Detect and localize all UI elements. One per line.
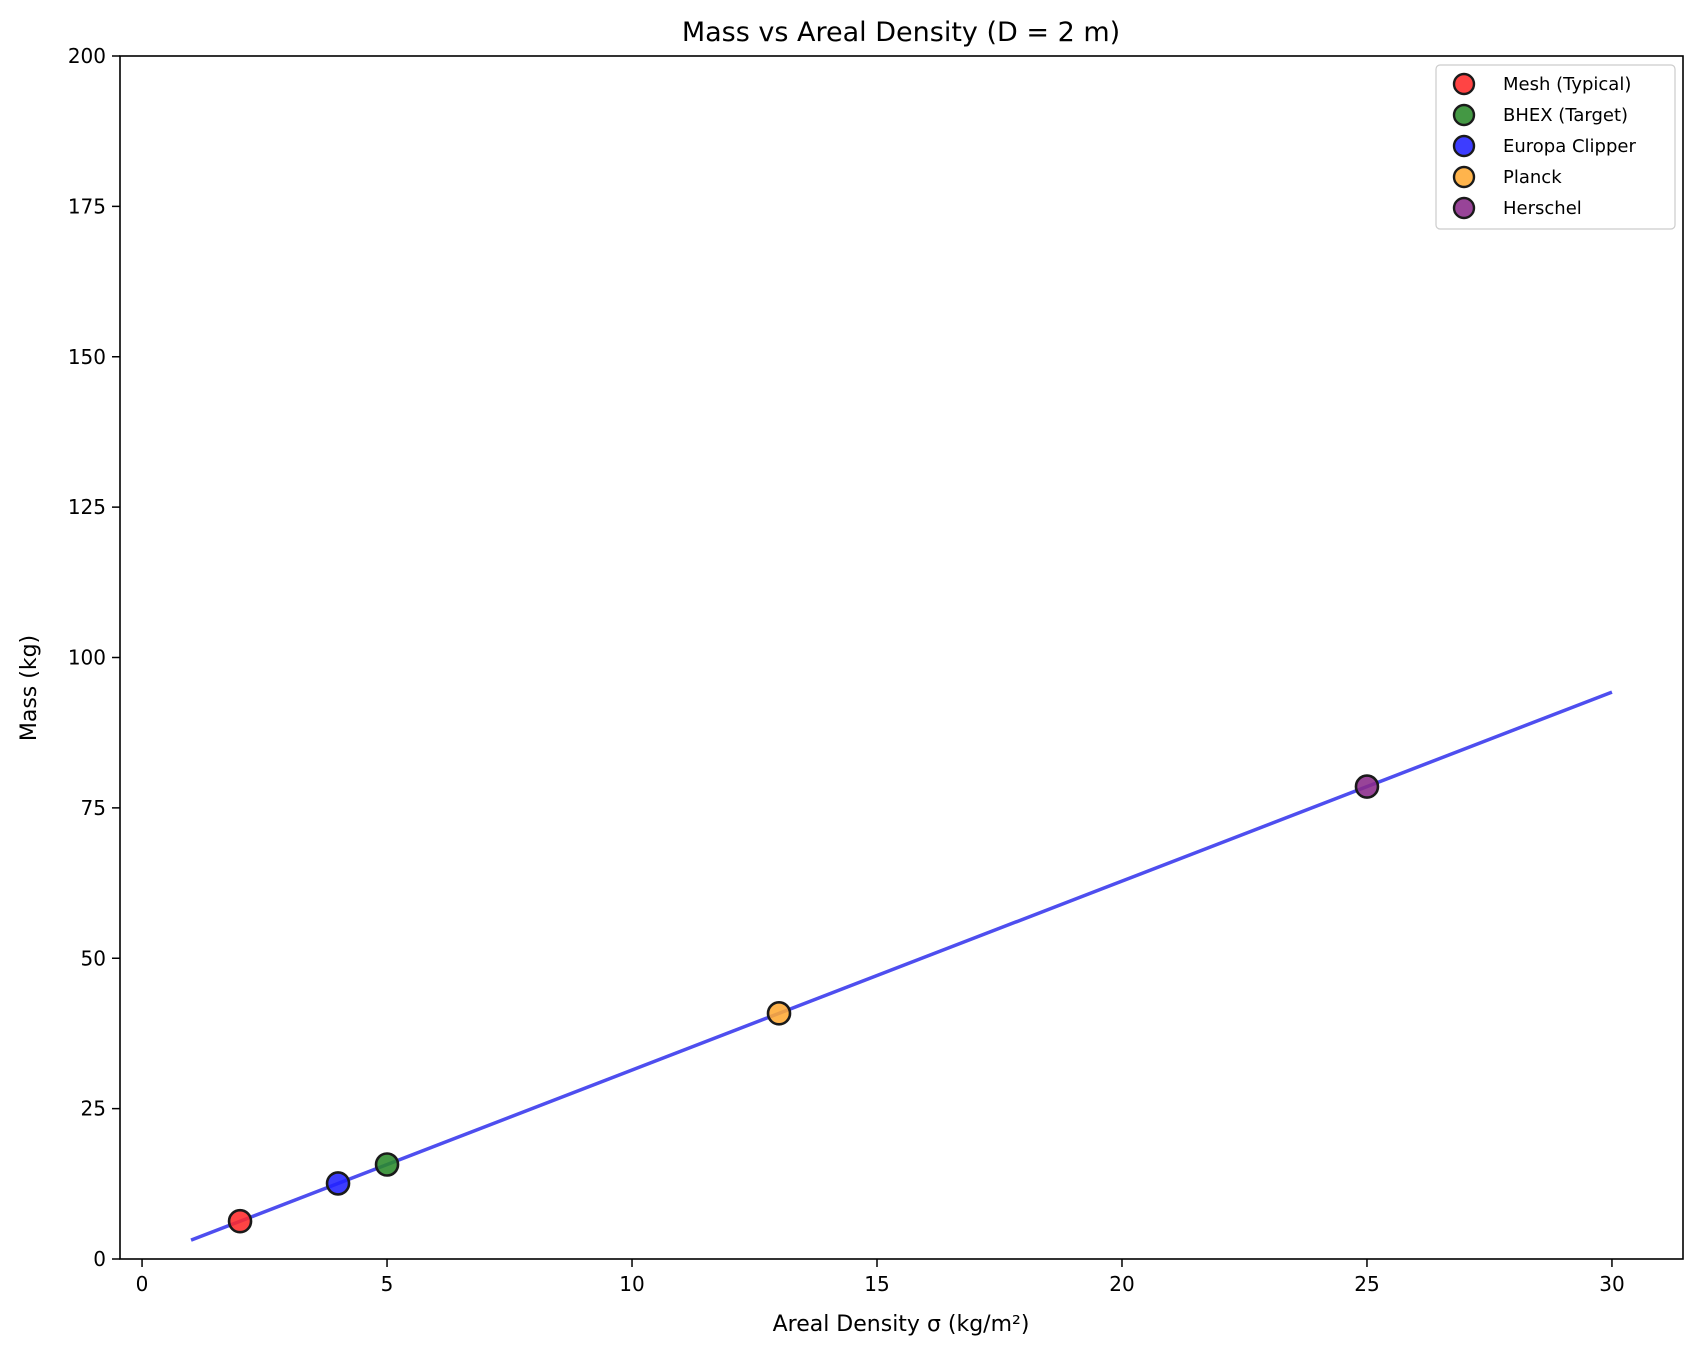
chart-title: Mass vs Areal Density (D = 2 m) <box>682 17 1120 48</box>
y-tick-label: 175 <box>68 194 106 218</box>
x-tick-label: 30 <box>1599 1272 1624 1296</box>
plot-area: 0 5 10 15 20 25 30 0 25 50 75 100 125 150 175 200 <box>68 44 1684 1296</box>
y-tick-label: 150 <box>68 345 106 369</box>
x-tick-label: 5 <box>381 1272 394 1296</box>
legend-box <box>1435 64 1676 230</box>
x-tick-label: 15 <box>864 1272 889 1296</box>
legend-label: Planck <box>1503 167 1562 188</box>
legend-label: Europa Clipper <box>1503 136 1636 157</box>
y-tick-label: 0 <box>93 1247 106 1271</box>
x-tick-label: 0 <box>136 1272 149 1296</box>
data-point <box>766 1001 792 1026</box>
legend-marker <box>1452 165 1476 189</box>
y-axis-label: Mass (kg) <box>17 635 42 741</box>
data-point <box>325 1171 351 1196</box>
y-tick-label: 100 <box>68 646 106 670</box>
y-tick-label: 75 <box>81 796 106 820</box>
data-point <box>1354 774 1380 799</box>
legend-label: BHEX (Target) <box>1503 105 1628 126</box>
x-tick-label: 25 <box>1354 1272 1379 1296</box>
legend-marker <box>1452 196 1476 220</box>
legend-marker <box>1452 103 1476 127</box>
y-tick-label: 50 <box>81 946 106 970</box>
legend: Mesh (Typical) BHEX (Target) Europa Clippe… <box>1435 64 1676 230</box>
y-tick-label: 25 <box>81 1097 106 1121</box>
y-tick-label: 200 <box>68 44 106 68</box>
legend-label: Mesh (Typical) <box>1503 74 1631 95</box>
x-tick-label: 20 <box>1109 1272 1134 1296</box>
legend-marker <box>1452 134 1476 158</box>
legend-label: Herschel <box>1503 198 1582 219</box>
legend-marker <box>1452 72 1476 96</box>
y-tick-label: 125 <box>68 495 106 519</box>
data-point <box>374 1152 400 1177</box>
data-point <box>227 1208 253 1234</box>
x-tick-label: 10 <box>619 1272 644 1296</box>
x-axis-label: Areal Density σ (kg/m²) <box>773 1312 1030 1337</box>
